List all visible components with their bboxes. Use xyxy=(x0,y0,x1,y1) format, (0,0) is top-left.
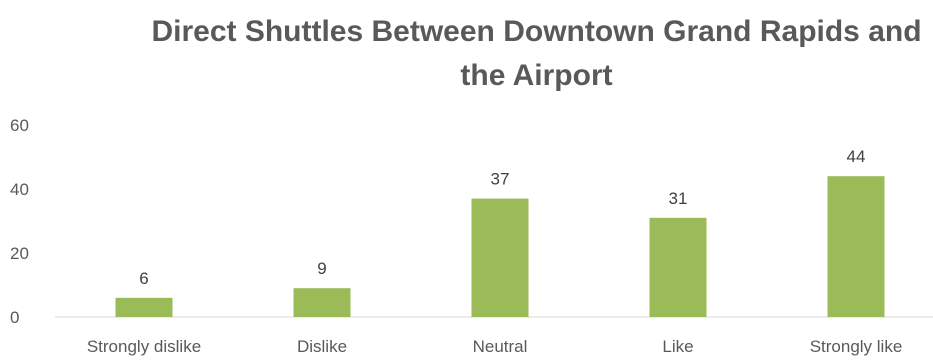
data-label: 31 xyxy=(669,189,688,208)
data-label: 9 xyxy=(317,259,326,278)
y-tick-label: 20 xyxy=(10,244,29,263)
bar xyxy=(471,198,529,317)
x-tick-label: Neutral xyxy=(473,337,528,356)
y-tick-label: 40 xyxy=(10,180,29,199)
x-tick-label: Dislike xyxy=(297,337,347,356)
y-tick-label: 60 xyxy=(10,116,29,135)
data-label: 6 xyxy=(139,269,148,288)
bar xyxy=(293,288,351,317)
data-label: 44 xyxy=(847,147,866,166)
chart-title: Direct Shuttles Between Downtown Grand R… xyxy=(151,15,922,92)
y-tick-label: 0 xyxy=(10,308,19,327)
bar xyxy=(649,217,707,317)
bar xyxy=(115,297,173,317)
x-tick-label: Strongly like xyxy=(810,337,903,356)
bar xyxy=(827,176,885,317)
data-label: 37 xyxy=(491,170,510,189)
x-tick-label: Strongly dislike xyxy=(87,337,201,356)
x-tick-label: Like xyxy=(662,337,693,356)
